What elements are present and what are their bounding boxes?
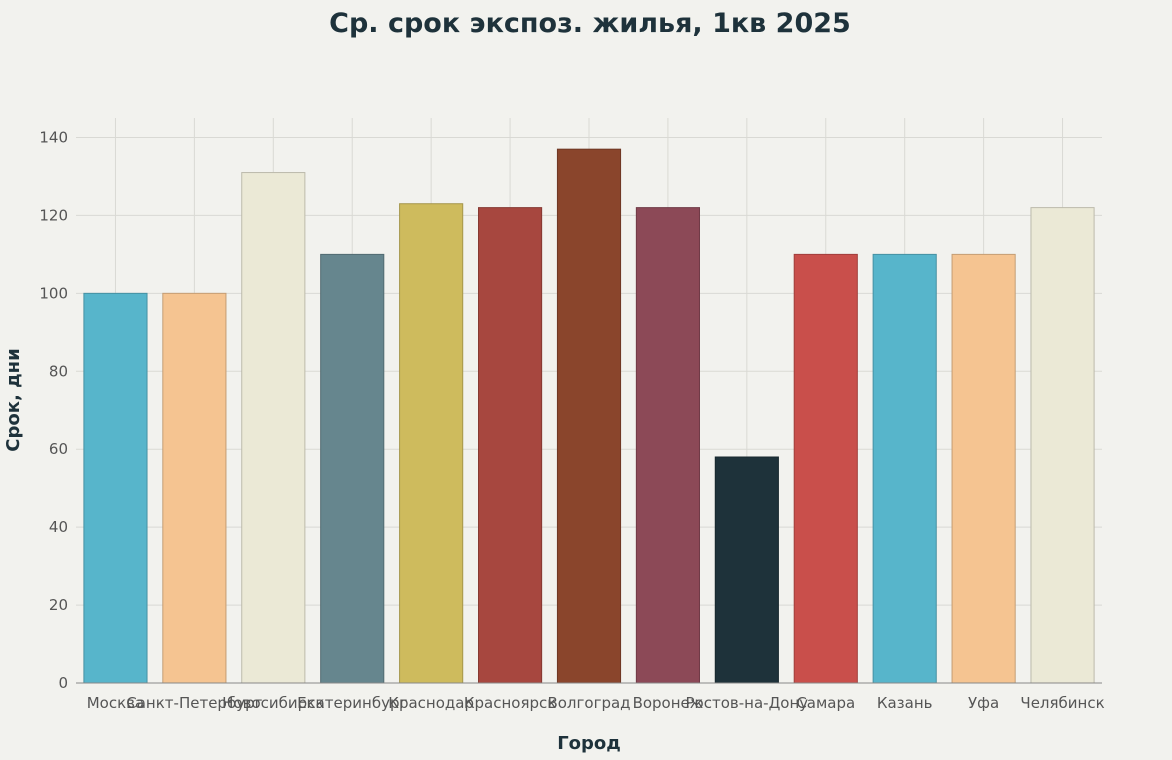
x-tick-label: Санкт-Петербург [126, 694, 262, 712]
y-tick-label: 80 [49, 362, 68, 380]
x-tick-label: Уфа [968, 694, 999, 712]
x-tick-label: Краснодар [388, 694, 474, 712]
x-tick-label: Самара [796, 694, 855, 712]
bar [478, 207, 543, 684]
bars [83, 148, 1095, 684]
bar [793, 253, 858, 684]
bar [241, 172, 306, 684]
bar [399, 203, 464, 684]
bar [556, 148, 622, 684]
y-tick-label: 140 [39, 128, 68, 146]
chart-title: Ср. срок экспоз. жилья, 1кв 2025 [329, 8, 851, 39]
bar [83, 292, 148, 684]
y-tick-label: 0 [58, 674, 68, 692]
y-tick-label: 60 [49, 440, 68, 458]
x-tick-label: Воронеж [633, 694, 704, 712]
x-tick-label: Казань [877, 694, 933, 712]
x-axis-ticks: МоскваСанкт-ПетербургНовосибирскЕкатерин… [87, 694, 1105, 712]
bar [872, 253, 937, 684]
bar [951, 253, 1016, 684]
x-tick-label: Ростов-на-Дону [686, 694, 809, 712]
bar [635, 207, 700, 684]
bar [1030, 207, 1095, 684]
x-tick-label: Екатеринбург [297, 694, 407, 712]
x-axis-title: Город [557, 733, 621, 754]
x-tick-label: Красноярск [464, 694, 556, 712]
x-tick-label: Волгоград [547, 694, 630, 712]
y-axis-title: Срок, дни [3, 348, 24, 451]
x-tick-label: Москва [87, 694, 144, 712]
bar [714, 456, 779, 684]
y-tick-label: 120 [39, 206, 68, 224]
y-tick-label: 100 [39, 284, 68, 302]
y-tick-label: 20 [49, 596, 68, 614]
x-tick-label: Новосибирск [222, 694, 324, 712]
bar [320, 253, 385, 684]
bar [162, 292, 227, 684]
x-tick-label: Челябинск [1020, 694, 1104, 712]
y-axis-ticks: 0 20 40 60 80 100 120 140 [39, 128, 68, 692]
y-tick-label: 40 [49, 518, 68, 536]
